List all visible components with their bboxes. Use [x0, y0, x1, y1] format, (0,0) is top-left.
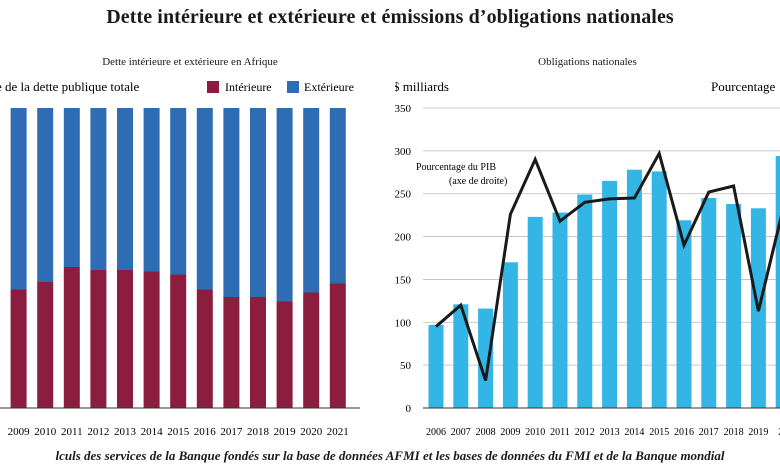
x-tick-label: 2014 [624, 427, 644, 438]
x-tick-label: 2006 [426, 427, 446, 438]
bond-bar-2008 [478, 308, 494, 408]
bar-interieure-2012 [90, 270, 107, 408]
left-stacked-bar-chart: e de la dette publique totale Intérieure… [0, 79, 360, 438]
bond-bar-20 [775, 156, 780, 408]
x-tick-label: 2019 [274, 426, 297, 438]
bar-exterieure-2013 [117, 108, 133, 270]
line-annotation-1: Pourcentage du PIB [416, 162, 496, 173]
x-tick-label: 20 [778, 427, 780, 438]
x-tick-label: 2016 [674, 427, 694, 438]
y-tick-label: 200 [395, 232, 412, 244]
right-chart-title: Obligations nationales [538, 56, 637, 68]
bar-exterieure-2012 [90, 108, 107, 270]
right-y2-axis-label: Pourcentage [711, 79, 775, 94]
bond-bar-2007 [453, 304, 469, 408]
bar-interieure-2020 [303, 292, 320, 408]
x-tick-label: 2016 [194, 426, 217, 438]
x-tick-label: 2021 [327, 426, 349, 438]
left-y-axis-label: e de la dette publique totale [0, 79, 140, 94]
gdp-percentage-line [435, 149, 780, 382]
bar-interieure-2014 [143, 271, 160, 408]
bond-bar-2018 [726, 204, 742, 408]
x-tick-label: 2010 [34, 426, 57, 438]
bar-exterieure-2011 [63, 108, 80, 267]
x-tick-label: 2010 [525, 427, 545, 438]
x-tick-label: 2015 [649, 427, 669, 438]
bar-exterieure-2020 [303, 108, 320, 293]
legend-label-exterieure: Extérieure [304, 80, 354, 94]
bar-exterieure-2021 [329, 108, 346, 284]
bar-interieure-2016 [196, 289, 213, 408]
x-tick-label: 2008 [476, 427, 496, 438]
y-tick-label: 50 [400, 360, 412, 372]
bar-interieure-2019 [276, 301, 293, 408]
legend-swatch-interieure [207, 81, 219, 93]
bond-bar-2017 [701, 198, 717, 408]
x-tick-label: 2012 [87, 426, 109, 438]
line-annotation-2: (axe de droite) [449, 176, 507, 187]
x-tick-label: 2009 [500, 427, 520, 438]
bar-exterieure-2010 [37, 108, 54, 282]
bar-exterieure-2019 [276, 108, 293, 302]
bond-bar-2013 [602, 180, 618, 408]
page-title: Dette intérieure et extérieure et émissi… [106, 6, 674, 28]
x-tick-label: 2017 [220, 426, 243, 438]
x-tick-label: 2011 [61, 426, 83, 438]
bond-bar-2006 [428, 324, 444, 408]
source-note: lculs des services de la Banque fondés s… [55, 448, 725, 463]
right-y-axis-label: $ milliards [395, 79, 449, 94]
x-tick-label: 2017 [699, 427, 719, 438]
x-tick-label: 2013 [600, 427, 620, 438]
bond-bar-2010 [527, 216, 543, 408]
x-tick-label: 2011 [550, 427, 570, 438]
bar-exterieure-2017 [223, 108, 240, 297]
y-tick-label: 250 [395, 189, 412, 201]
bar-exterieure-2016 [196, 108, 213, 290]
bar-interieure-2018 [250, 297, 266, 408]
bar-exterieure-2014 [143, 108, 160, 272]
y-tick-label: 100 [395, 317, 412, 329]
bar-interieure-2013 [117, 270, 133, 408]
bar-interieure-2017 [223, 297, 240, 408]
x-tick-label: 2014 [141, 426, 164, 438]
bond-bar-2014 [626, 169, 642, 408]
y-tick-label: 350 [395, 103, 412, 115]
y-tick-label: 150 [395, 274, 412, 286]
bar-interieure-2011 [63, 267, 80, 408]
bar-exterieure-2009 [10, 108, 27, 290]
bond-bar-2015 [651, 171, 667, 408]
x-tick-label: 2009 [8, 426, 31, 438]
bar-interieure-2015 [170, 274, 187, 408]
bar-exterieure-2015 [170, 108, 187, 275]
x-tick-label: 2012 [575, 427, 595, 438]
y-tick-label: 300 [395, 146, 412, 158]
bond-bar-2016 [676, 220, 692, 408]
bar-interieure-2009 [10, 289, 27, 408]
bond-bar-2009 [502, 262, 518, 408]
x-tick-label: 2013 [114, 426, 137, 438]
bond-bar-2011 [552, 212, 568, 408]
x-tick-label: 2019 [748, 427, 768, 438]
bar-interieure-2010 [37, 282, 54, 408]
bar-interieure-2021 [329, 283, 346, 408]
right-bond-chart: $ milliards Pourcentage 0 50 100 150 200 250 3… [395, 79, 780, 438]
y-tick-label: 0 [406, 403, 412, 415]
x-tick-label: 2018 [724, 427, 744, 438]
x-tick-label: 2015 [167, 426, 190, 438]
bar-exterieure-2018 [250, 108, 266, 297]
legend-swatch-exterieure [287, 81, 299, 93]
bond-bar-2012 [577, 194, 593, 408]
left-chart-title: Dette intérieure et extérieure en Afriqu… [102, 56, 278, 68]
x-tick-label: 2018 [247, 426, 270, 438]
x-tick-label: 2020 [300, 426, 323, 438]
x-tick-label: 2007 [451, 427, 471, 438]
legend-label-interieure: Intérieure [225, 80, 272, 94]
